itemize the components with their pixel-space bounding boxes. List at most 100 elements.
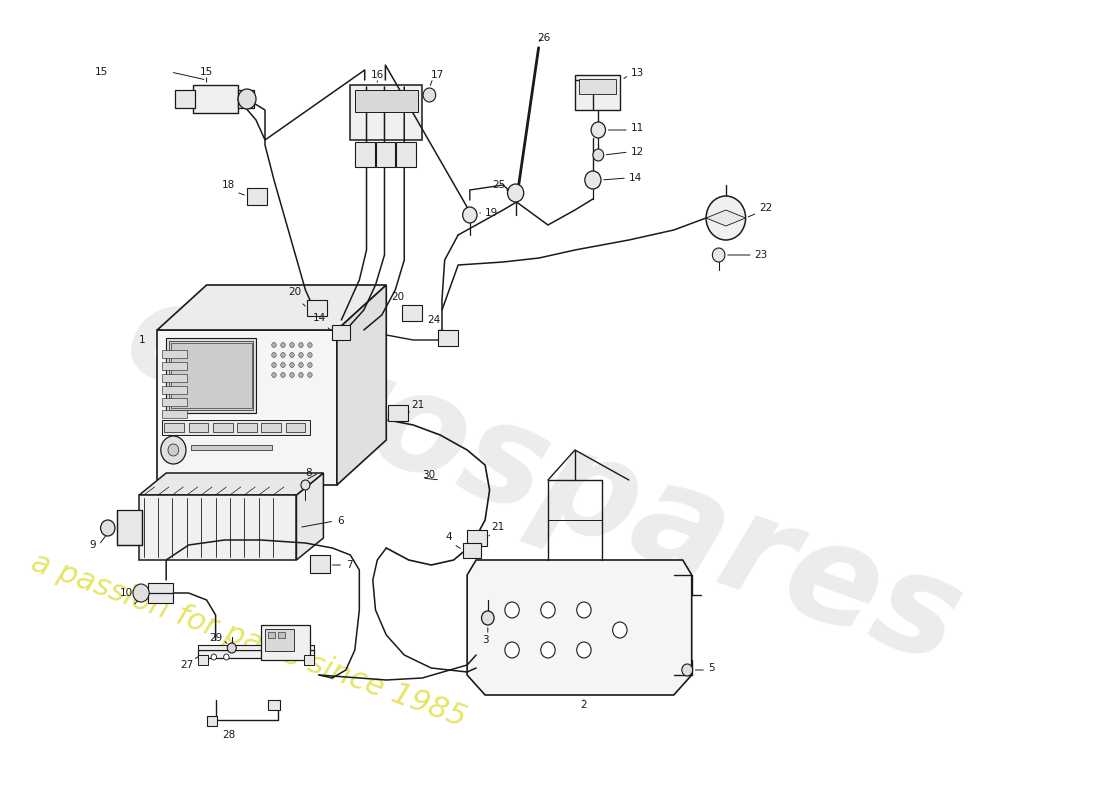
Text: 2: 2 [581, 700, 587, 710]
Circle shape [272, 373, 276, 378]
Bar [148, 583, 174, 603]
Text: 12: 12 [630, 147, 644, 157]
Bar [213, 423, 233, 432]
Text: 23: 23 [755, 250, 768, 260]
Text: 29: 29 [209, 633, 223, 643]
Circle shape [591, 122, 605, 138]
Bar [277, 632, 285, 638]
Bar [194, 85, 238, 113]
Polygon shape [706, 210, 746, 226]
Circle shape [706, 196, 746, 240]
Bar [191, 445, 272, 450]
Circle shape [593, 149, 604, 161]
Bar [396, 142, 416, 167]
Bar [286, 423, 306, 432]
Bar [238, 423, 257, 432]
Bar [310, 555, 330, 573]
Circle shape [133, 584, 150, 602]
Bar [332, 325, 350, 340]
Bar [355, 142, 375, 167]
Text: 10: 10 [120, 588, 133, 598]
Circle shape [505, 642, 519, 658]
Circle shape [272, 353, 276, 358]
Bar [350, 85, 422, 140]
Bar [117, 510, 142, 545]
Bar [162, 374, 187, 382]
Bar [304, 655, 315, 665]
Circle shape [308, 362, 312, 367]
Circle shape [299, 362, 304, 367]
Circle shape [308, 342, 312, 347]
Circle shape [280, 362, 285, 367]
Bar [164, 423, 184, 432]
Text: 24: 24 [427, 315, 440, 325]
Text: 22: 22 [759, 203, 772, 213]
Text: 17: 17 [431, 70, 444, 80]
Circle shape [299, 353, 304, 358]
Bar [463, 543, 481, 558]
Bar [162, 420, 310, 435]
Circle shape [301, 480, 310, 490]
Circle shape [463, 207, 477, 223]
Text: 14: 14 [312, 313, 326, 323]
Bar [388, 405, 408, 421]
Text: 16: 16 [371, 70, 384, 80]
Bar [162, 350, 187, 358]
Text: 21: 21 [492, 522, 505, 532]
Circle shape [541, 602, 556, 618]
Circle shape [424, 88, 436, 102]
Bar [162, 386, 187, 394]
Text: 26: 26 [537, 33, 550, 43]
Bar [198, 645, 315, 650]
Circle shape [280, 353, 285, 358]
Polygon shape [468, 560, 692, 695]
Text: 14: 14 [629, 173, 642, 183]
Bar [170, 343, 252, 408]
Bar [162, 362, 187, 370]
Text: 6: 6 [337, 516, 343, 526]
Bar [169, 341, 253, 410]
Circle shape [308, 373, 312, 378]
Text: 4: 4 [446, 532, 452, 542]
Text: 1: 1 [139, 335, 145, 345]
Bar [140, 495, 296, 560]
Text: 27: 27 [180, 660, 194, 670]
Bar [238, 90, 254, 108]
Polygon shape [337, 285, 386, 485]
Polygon shape [157, 285, 386, 330]
Text: 25: 25 [493, 180, 506, 190]
Circle shape [308, 353, 312, 358]
Bar [403, 305, 422, 321]
Text: 15: 15 [95, 67, 108, 77]
Circle shape [168, 444, 179, 456]
Circle shape [576, 642, 591, 658]
Bar [198, 655, 208, 665]
Bar [175, 90, 195, 108]
Bar [207, 716, 218, 726]
Bar [307, 300, 327, 316]
Bar [579, 79, 616, 94]
Circle shape [272, 342, 276, 347]
Bar [157, 330, 337, 485]
Text: 3: 3 [482, 635, 488, 645]
Text: 18: 18 [222, 180, 235, 190]
Circle shape [299, 342, 304, 347]
Circle shape [507, 184, 524, 202]
Bar [267, 700, 280, 710]
Bar [267, 632, 275, 638]
Circle shape [576, 602, 591, 618]
Polygon shape [140, 473, 323, 495]
Text: 28: 28 [222, 730, 235, 740]
Text: 30: 30 [422, 470, 436, 480]
Circle shape [280, 342, 285, 347]
Text: 9: 9 [89, 540, 96, 550]
Bar [248, 188, 267, 205]
Text: a passion for parts since 1985: a passion for parts since 1985 [26, 547, 470, 733]
Circle shape [482, 611, 494, 625]
Circle shape [272, 362, 276, 367]
Circle shape [585, 171, 601, 189]
Bar [188, 423, 208, 432]
Circle shape [289, 362, 294, 367]
Text: eurospares: eurospares [108, 266, 979, 694]
Bar [575, 75, 619, 110]
